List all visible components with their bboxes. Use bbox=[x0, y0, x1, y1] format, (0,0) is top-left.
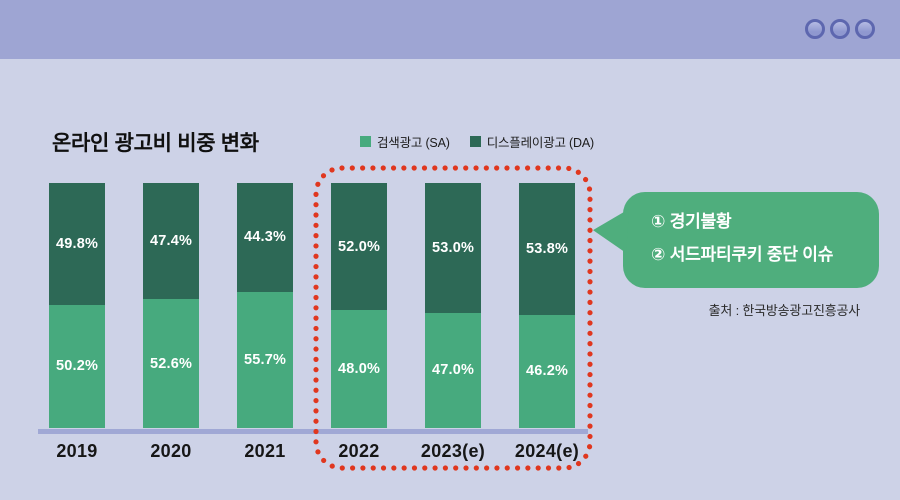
bar-column-2023(e): 53.0% 47.0% bbox=[425, 183, 481, 428]
x-axis-label: 2022 bbox=[338, 441, 380, 461]
bar-column-2021: 44.3% 55.7% bbox=[237, 183, 293, 428]
bar-value-da: 49.8% bbox=[55, 236, 99, 252]
bar-value-da: 53.8% bbox=[525, 240, 569, 257]
bar-segment-sa: 46.2% bbox=[519, 314, 575, 428]
bar-column-2024(e): 53.8% 46.2% bbox=[519, 183, 575, 428]
legend-swatch-da-icon bbox=[469, 136, 481, 147]
bar-segment-da: 53.8% bbox=[519, 183, 575, 315]
bar-column-2022: 52.0% 48.0% bbox=[331, 183, 387, 428]
bar-value-sa: 48.0% bbox=[337, 361, 381, 378]
bar-segment-da: 52.0% bbox=[331, 183, 387, 311]
x-axis-label: 2024(e) bbox=[514, 441, 580, 461]
source-label: 출처 : 한국방송광고진흥공사 bbox=[708, 303, 861, 318]
bar-value-da: 47.4% bbox=[149, 233, 193, 250]
x-axis-label: 2020 bbox=[150, 441, 192, 461]
bar-segment-da: 44.3% bbox=[237, 183, 293, 292]
x-axis-label: 2021 bbox=[244, 441, 286, 461]
bar-value-da: 52.0% bbox=[337, 238, 381, 255]
bar-value-sa: 52.6% bbox=[149, 355, 193, 372]
circle-button-icon[interactable] bbox=[805, 19, 825, 39]
x-axis-label: 2019 bbox=[56, 441, 98, 461]
bar-segment-sa: 50.2% bbox=[49, 305, 105, 428]
circle-button-icon[interactable] bbox=[830, 19, 850, 39]
bar-column-2020: 47.4% 52.6% bbox=[143, 183, 199, 428]
bubble-tail-icon bbox=[593, 209, 629, 253]
bar-value-sa: 50.2% bbox=[55, 358, 99, 375]
bar-segment-da: 53.0% bbox=[425, 183, 481, 313]
annotation-line-2: ② 서드파티쿠키 중단 이슈 bbox=[651, 245, 834, 264]
legend-swatch-sa-icon bbox=[360, 136, 371, 147]
chart-legend: 검색광고 (SA) 디스플레이광고 (DA) bbox=[360, 132, 594, 151]
chart-title: 온라인 광고비 비중 변화 bbox=[52, 132, 259, 155]
highlight-dotted-box bbox=[313, 165, 593, 471]
bar-segment-sa: 48.0% bbox=[331, 310, 387, 428]
annotation-bubble: ① 경기불황 ② 서드파티쿠키 중단 이슈 bbox=[593, 192, 879, 288]
bar-segment-da: 47.4% bbox=[143, 183, 199, 300]
window-titlebar bbox=[0, 0, 900, 59]
bar-segment-sa: 52.6% bbox=[143, 299, 199, 428]
bar-value-sa: 47.0% bbox=[431, 362, 475, 379]
bar-segment-da: 49.8% bbox=[49, 183, 105, 305]
legend-label-da: 디스플레이광고 (DA) bbox=[486, 136, 594, 150]
x-axis-line bbox=[38, 429, 588, 434]
bar-value-sa: 46.2% bbox=[525, 363, 569, 380]
legend-label-sa: 검색광고 (SA) bbox=[377, 136, 450, 150]
window-buttons bbox=[805, 19, 875, 39]
bar-segment-sa: 47.0% bbox=[425, 312, 481, 428]
circle-button-icon[interactable] bbox=[855, 19, 875, 39]
bar-value-sa: 55.7% bbox=[243, 351, 287, 368]
bar-column-2019: 49.8% 50.2% bbox=[49, 183, 105, 428]
annotation-line-1: ① 경기불황 bbox=[651, 212, 732, 231]
legend-item-sa: 검색광고 (SA) bbox=[360, 132, 450, 151]
legend-item-da: 디스플레이광고 (DA) bbox=[469, 132, 594, 151]
bar-value-da: 44.3% bbox=[243, 229, 287, 246]
bar-segment-sa: 55.7% bbox=[237, 291, 293, 428]
bar-value-da: 53.0% bbox=[431, 239, 475, 256]
x-axis-label: 2023(e) bbox=[420, 441, 486, 461]
